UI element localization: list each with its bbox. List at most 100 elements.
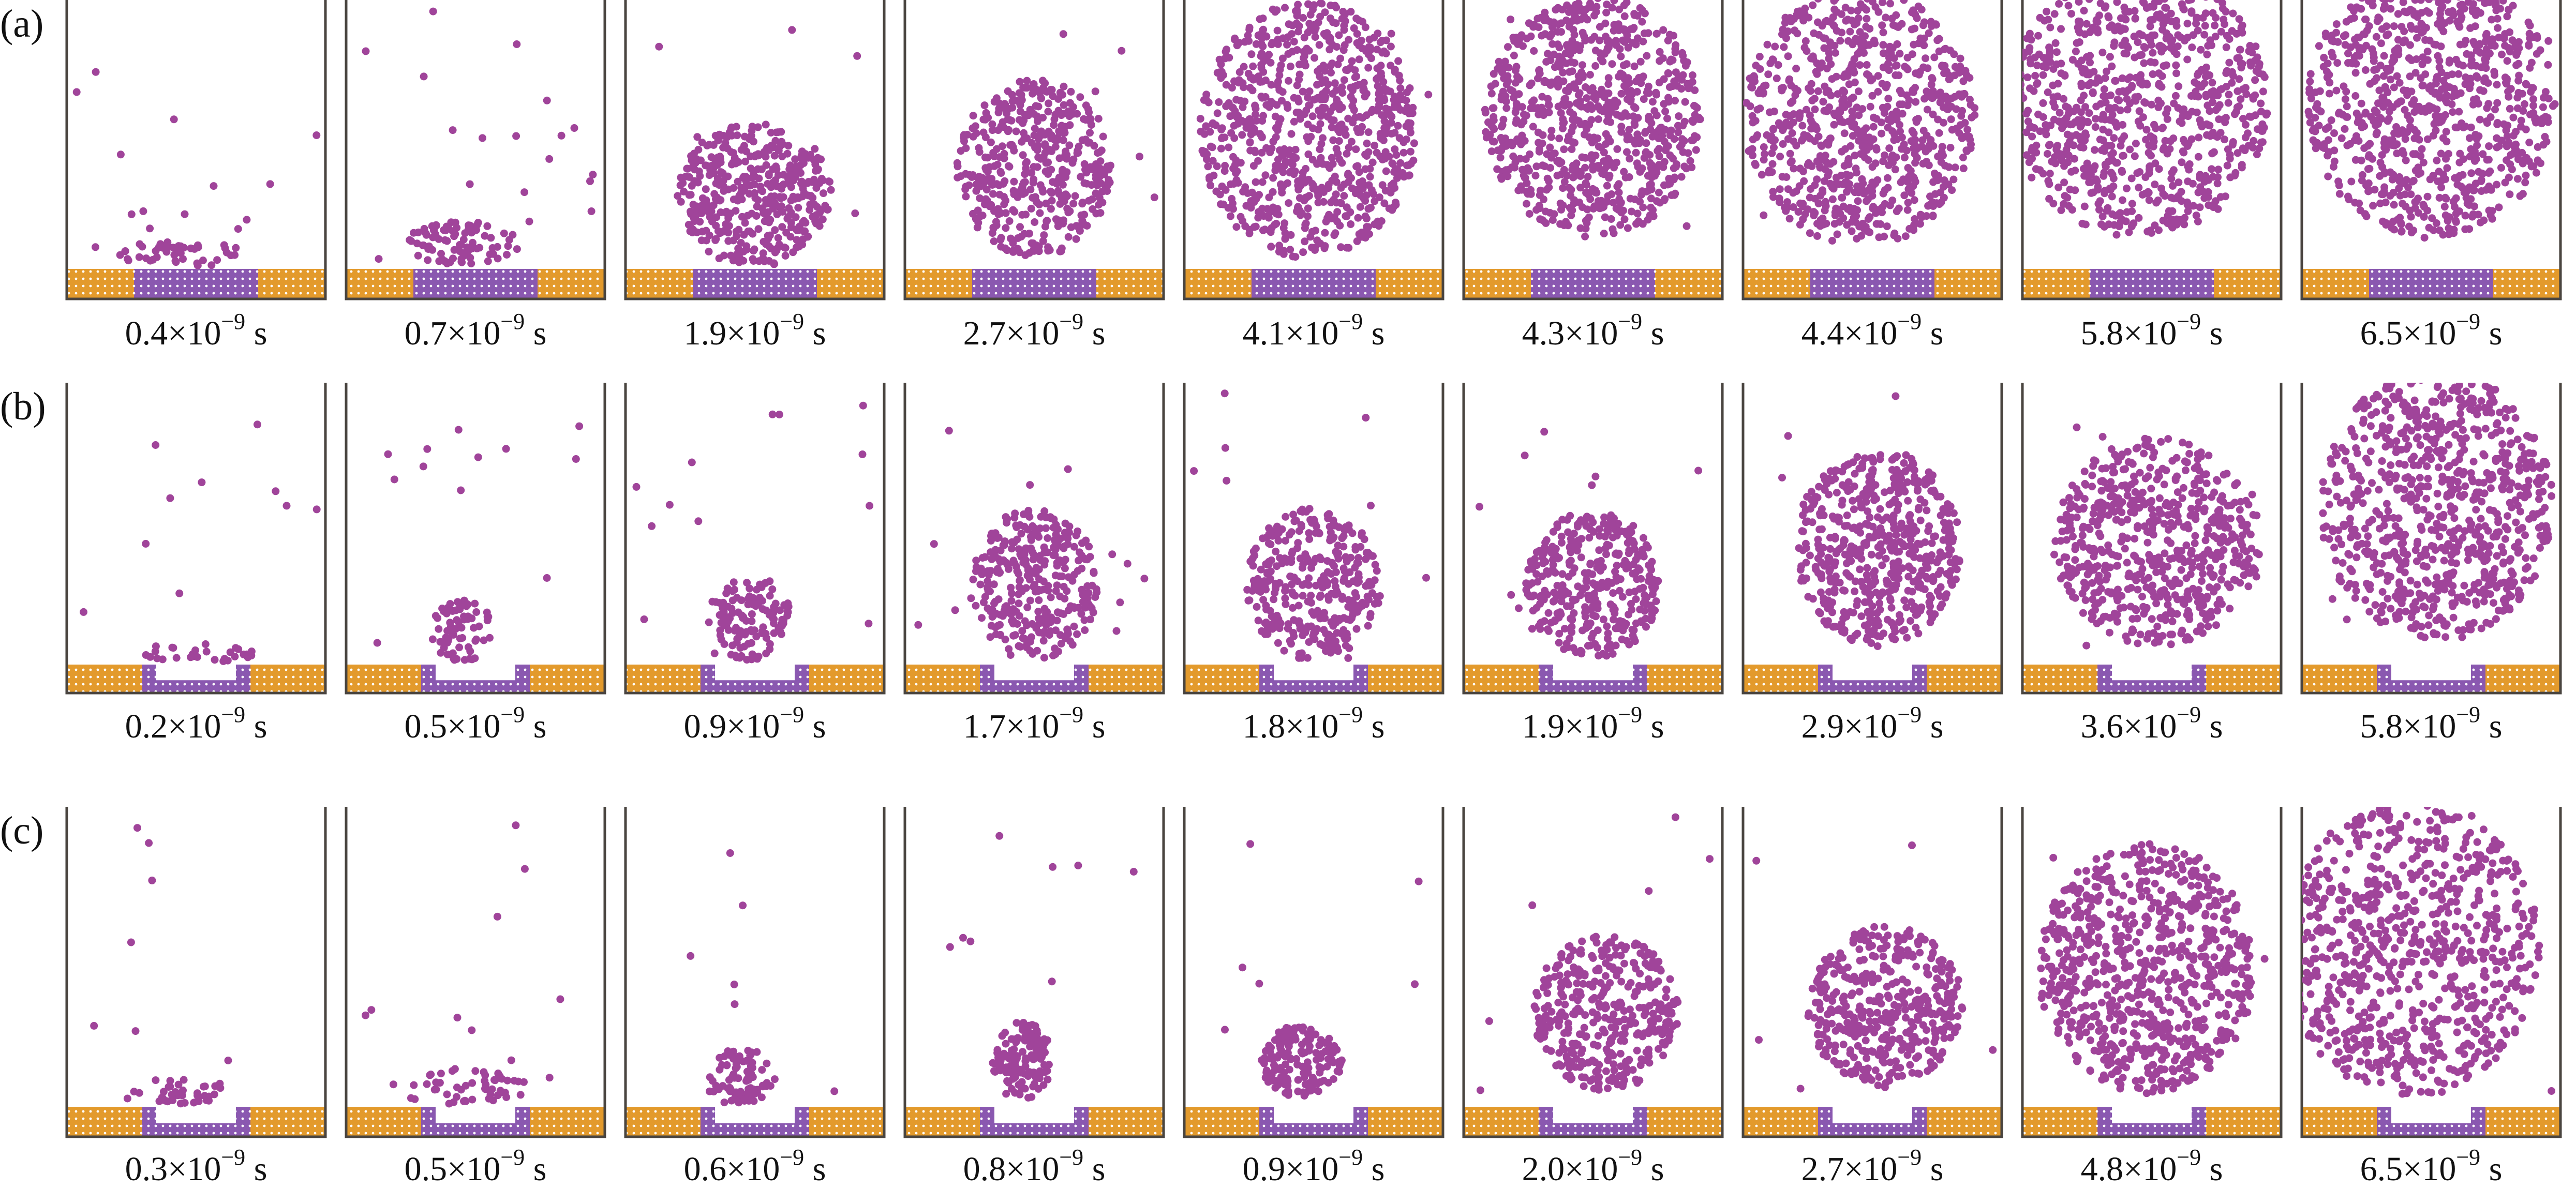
- particle: [1328, 154, 1336, 162]
- particle: [138, 243, 146, 251]
- particle: [1380, 199, 1389, 207]
- particle: [1064, 107, 1073, 115]
- particle: [800, 217, 808, 225]
- particle: [1825, 103, 1833, 111]
- particle: [2465, 134, 2474, 142]
- particle: [1352, 82, 1361, 89]
- particle: [1836, 117, 1844, 126]
- particle: [697, 236, 706, 245]
- particle: [1556, 199, 1565, 207]
- particle: [1023, 134, 1031, 142]
- particle: [2022, 81, 2025, 88]
- particle: [2233, 54, 2241, 62]
- particle: [722, 209, 730, 217]
- particle: [1058, 194, 1066, 203]
- particle: [2245, 112, 2254, 121]
- particle: [1846, 27, 1854, 36]
- particle: [1953, 125, 1961, 132]
- particle: [2233, 149, 2242, 157]
- particle: [2118, 168, 2126, 176]
- particle: [1667, 191, 1676, 199]
- substrate-outer: [2022, 269, 2090, 299]
- particle: [1362, 89, 1371, 98]
- particle: [1751, 161, 1760, 169]
- particle: [2397, 220, 2405, 229]
- particle: [570, 124, 578, 132]
- particle: [1594, 0, 1602, 2]
- substrate-inner: [2090, 269, 2214, 299]
- particle: [420, 224, 428, 233]
- particle: [1895, 204, 1903, 213]
- particle: [1591, 136, 1599, 144]
- particle: [1806, 229, 1814, 237]
- particle: [2501, 178, 2509, 187]
- particle: [1604, 80, 1613, 88]
- substrate-outer: [1184, 269, 1252, 299]
- particle: [1807, 80, 1815, 88]
- particle: [1587, 151, 1596, 159]
- particle: [992, 206, 1000, 214]
- particle: [749, 138, 757, 146]
- particle: [1263, 52, 1271, 61]
- particle: [2106, 53, 2114, 61]
- particle: [1952, 105, 1960, 113]
- particle: [1919, 63, 1928, 71]
- particle: [1014, 97, 1022, 105]
- particle: [1386, 111, 1394, 119]
- particle: [1021, 170, 1029, 178]
- particle: [2401, 190, 2409, 199]
- particle: [2062, 114, 2071, 122]
- particle: [2257, 138, 2265, 146]
- particle: [2036, 13, 2044, 22]
- particle: [2008, 87, 2016, 95]
- particle: [1940, 193, 1948, 202]
- particle: [1863, 6, 1870, 14]
- particle: [2345, 195, 2353, 204]
- particle: [2390, 22, 2398, 31]
- particle: [210, 182, 218, 190]
- particle: [996, 168, 1005, 176]
- particle: [2127, 174, 2136, 183]
- particle: [2036, 127, 2044, 136]
- particle: [1879, 157, 1887, 165]
- particle: [1382, 167, 1390, 175]
- particle: [1603, 1, 1611, 9]
- particle: [1387, 29, 1395, 38]
- particle: [1775, 119, 1783, 127]
- particle: [1630, 119, 1639, 127]
- particle: [410, 229, 418, 237]
- particle: [2179, 112, 2187, 121]
- particle: [1043, 87, 1051, 96]
- particle: [1302, 107, 1311, 115]
- particle: [2430, 40, 2438, 49]
- particle: [2437, 68, 2446, 77]
- particle: [1902, 146, 1911, 155]
- particle: [2180, 148, 2188, 157]
- particle: [789, 248, 797, 257]
- particle: [1358, 177, 1366, 185]
- particle: [1258, 148, 1266, 157]
- particle: [1536, 215, 1544, 223]
- particle: [2151, 180, 2159, 189]
- particle: [1520, 117, 1528, 126]
- particle: [1528, 98, 1536, 106]
- particle: [1317, 140, 1326, 148]
- particle: [1826, 134, 1834, 143]
- particle: [2039, 62, 2047, 70]
- particle: [1030, 247, 1038, 255]
- particle: [1688, 71, 1696, 79]
- particle: [775, 146, 783, 155]
- particle: [1233, 41, 1241, 50]
- particle: [1605, 174, 1613, 182]
- particle: [459, 235, 468, 244]
- particle: [1888, 14, 1896, 23]
- particle: [2028, 132, 2036, 141]
- particle: [124, 257, 132, 265]
- particle: [116, 150, 125, 159]
- particle: [1493, 165, 1501, 173]
- particle: [2225, 35, 2233, 43]
- particle: [1030, 163, 1038, 171]
- particle: [1893, 136, 1901, 143]
- particle: [1353, 39, 1361, 47]
- particle: [1294, 109, 1303, 117]
